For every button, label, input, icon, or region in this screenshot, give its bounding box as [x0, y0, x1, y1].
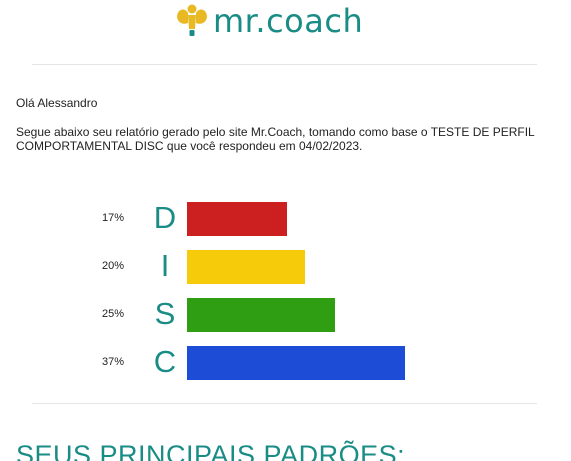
disc-letter-label: C — [153, 344, 177, 379]
disc-percent-label: 25% — [102, 308, 125, 320]
greeting-text: Olá Alessandro — [16, 96, 98, 110]
mrcoach-logo: mr.coach — [175, 2, 363, 40]
disc-row-i: 20% I — [0, 248, 571, 284]
chart-divider — [32, 403, 537, 404]
section-title: SEUS PRINCIPAIS PADRÕES: — [16, 440, 406, 461]
disc-bar-c — [187, 346, 405, 380]
intro-paragraph: Segue abaixo seu relatório gerado pelo s… — [16, 125, 535, 153]
disc-letter-label: S — [154, 296, 176, 331]
disc-percent-label: 37% — [102, 356, 125, 368]
lightbulb-person-icon — [177, 4, 207, 36]
disc-bar-d — [187, 202, 287, 236]
disc-row-d: 17% D — [0, 200, 571, 236]
disc-letter-label: I — [160, 248, 170, 283]
disc-bar-i — [187, 250, 305, 284]
logo-wordmark: mr.coach — [213, 2, 364, 40]
disc-bar-s — [187, 298, 335, 332]
disc-row-c: 37% C — [0, 344, 571, 380]
disc-letter-label: D — [153, 200, 177, 235]
disc-row-s: 25% S — [0, 296, 571, 332]
disc-percent-label: 20% — [102, 260, 125, 272]
disc-percent-label: 17% — [102, 212, 125, 224]
header-divider — [32, 64, 537, 65]
